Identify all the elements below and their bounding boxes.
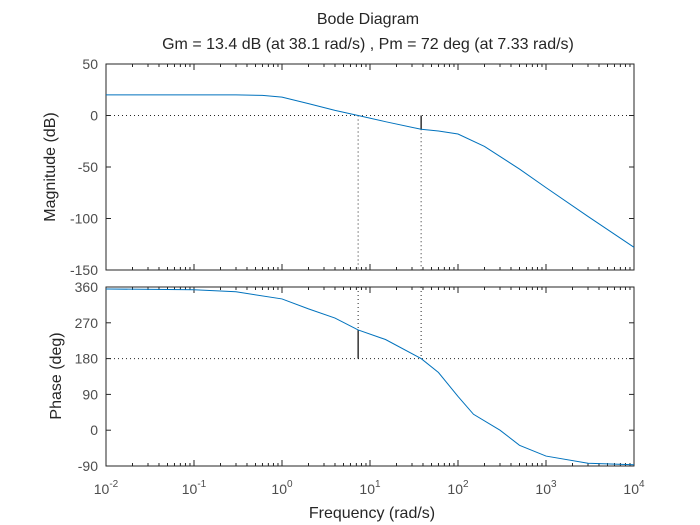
magnitude-y-tick-label: -100 xyxy=(70,211,98,227)
x-tick-labels: 10-2 10-1 100 101 102 103 104 xyxy=(94,479,645,497)
magnitude-y-tick-label: -50 xyxy=(78,159,98,175)
x-tick-label: 101 xyxy=(359,479,381,497)
phase-y-tick-label: 180 xyxy=(75,351,99,367)
magnitude-y-axis-label: Magnitude (dB) xyxy=(42,112,59,221)
phase-y-tick-label: 360 xyxy=(75,279,99,295)
phase-y-tick-label: 270 xyxy=(75,315,99,331)
phase-y-tick-label: 0 xyxy=(90,422,98,438)
x-tick-label: 104 xyxy=(623,479,645,497)
magnitude-y-tick-label: -150 xyxy=(70,262,98,278)
magnitude-y-tick-label: 0 xyxy=(90,108,98,124)
magnitude-axes-box xyxy=(105,63,635,271)
x-axis-label: Frequency (rad/s) xyxy=(309,505,435,522)
x-tick-label: 103 xyxy=(535,479,557,497)
magnitude-y-tick-label: 50 xyxy=(82,56,98,72)
phase-y-tick-label: 90 xyxy=(82,386,98,402)
phase-y-axis-label: Phase (deg) xyxy=(48,332,65,419)
phase-axes-box xyxy=(105,286,635,467)
x-tick-label: 102 xyxy=(447,479,469,497)
magnitude-curve xyxy=(106,94,635,248)
x-tick-label: 100 xyxy=(271,479,293,497)
chart-title: Bode Diagram xyxy=(317,11,419,28)
x-tick-label: 10-1 xyxy=(182,479,207,497)
x-tick-label: 10-2 xyxy=(94,479,119,497)
chart-subtitle: Gm = 13.4 dB (at 38.1 rad/s) , Pm = 72 d… xyxy=(162,36,574,53)
phase-curve xyxy=(105,288,635,466)
magnitude-panel: 50 0 -50 -100 -150 xyxy=(70,56,635,278)
phase-y-tick-label: -90 xyxy=(78,458,98,474)
phase-panel: 360 270 180 90 0 -90 xyxy=(75,279,635,474)
